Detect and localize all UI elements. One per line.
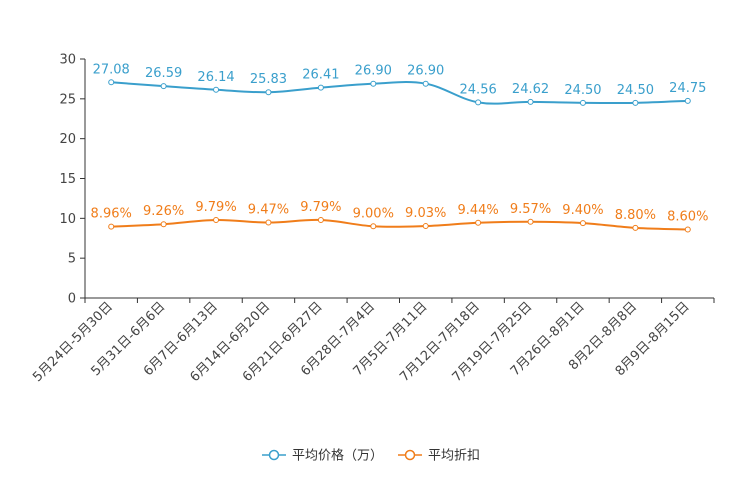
data-label: 9.79% — [300, 200, 341, 215]
data-point — [160, 83, 167, 90]
data-label: 9.40% — [562, 203, 603, 218]
series-1: 27.08 26.59 26.14 25.83 26.41 26.90 26.90 24.56… — [93, 62, 706, 106]
y-tick-label: 15 — [59, 172, 76, 187]
data-point — [108, 79, 115, 86]
data-label: 8.60% — [667, 209, 708, 224]
series-2: 8.96% 9.26% 9.79% 9.47% 9.79% 9.00% 9.03% 9.44%… — [91, 200, 708, 233]
data-label: 26.59 — [145, 66, 182, 81]
data-point — [317, 217, 324, 224]
data-label: 8.80% — [615, 208, 656, 223]
legend-marker-icon — [404, 449, 416, 461]
data-label: 8.96% — [91, 207, 132, 222]
data-label: 9.03% — [405, 206, 446, 221]
data-point — [422, 80, 429, 87]
data-label: 9.00% — [353, 206, 394, 221]
data-label: 9.26% — [143, 204, 184, 219]
data-point — [370, 223, 377, 230]
data-label: 25.83 — [250, 72, 287, 87]
y-tick-label: 20 — [59, 132, 76, 147]
data-point — [213, 217, 220, 224]
data-label: 24.50 — [617, 83, 654, 98]
data-point — [475, 219, 482, 226]
y-tick-label: 10 — [59, 212, 76, 227]
data-point — [160, 221, 167, 228]
data-point — [632, 224, 639, 231]
data-point — [317, 84, 324, 91]
data-point — [213, 86, 220, 93]
data-point — [265, 89, 272, 96]
data-point — [632, 99, 639, 106]
data-label: 27.08 — [93, 62, 130, 77]
data-label: 9.47% — [248, 203, 289, 218]
legend-label: 平均价格（万） — [292, 448, 383, 464]
data-point — [265, 219, 272, 226]
data-point — [579, 99, 586, 106]
series-layer: 27.08 26.59 26.14 25.83 26.41 26.90 26.90 24.56… — [91, 62, 708, 233]
data-point — [370, 80, 377, 87]
legend: 平均价格（万） 平均折扣 — [262, 448, 480, 464]
data-point — [422, 223, 429, 230]
data-label: 26.90 — [355, 64, 392, 79]
data-point — [684, 97, 691, 104]
legend-marker-icon — [268, 449, 280, 461]
y-tick-label: 5 — [68, 252, 76, 267]
y-tick-label: 0 — [68, 292, 76, 307]
data-label: 26.90 — [407, 64, 444, 79]
legend-item-2: 平均折扣 — [398, 449, 480, 464]
y-tick-label: 30 — [59, 53, 76, 68]
data-point — [527, 98, 534, 105]
data-point — [108, 223, 115, 230]
data-point — [684, 226, 691, 233]
data-label: 24.62 — [512, 82, 549, 97]
data-label: 24.56 — [460, 82, 497, 97]
data-label: 26.41 — [302, 68, 339, 83]
data-label: 24.75 — [669, 81, 706, 96]
data-point — [527, 218, 534, 225]
data-label: 9.79% — [195, 200, 236, 215]
series-line — [111, 81, 688, 105]
legend-item-1: 平均价格（万） — [262, 448, 383, 464]
series-line — [111, 218, 688, 231]
legend-label: 平均折扣 — [428, 449, 480, 464]
data-point — [579, 220, 586, 227]
data-label: 26.14 — [197, 70, 234, 85]
data-label: 9.57% — [510, 202, 551, 217]
data-label: 24.50 — [564, 83, 601, 98]
y-tick-label: 25 — [59, 92, 76, 107]
data-point — [475, 99, 482, 106]
data-label: 9.44% — [457, 203, 498, 218]
